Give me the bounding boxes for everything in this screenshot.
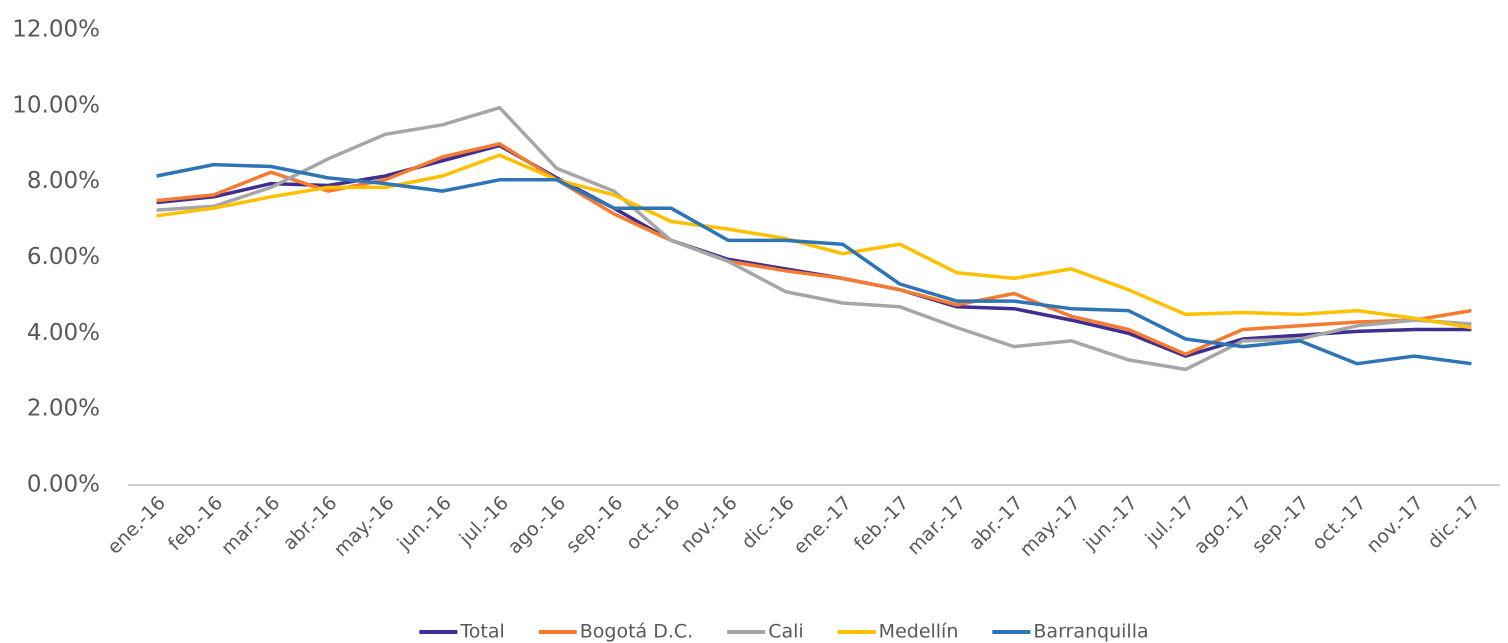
series-line: [156, 105, 1472, 372]
legend-label: Barranquilla: [1033, 621, 1148, 643]
y-tick-label: 4.00%: [27, 320, 100, 346]
x-tick-label: ene.-16: [103, 492, 170, 559]
y-tick-label: 12.00%: [12, 17, 100, 43]
x-tick-label: jun.-17: [1079, 492, 1142, 555]
x-tick-label: mar.-16: [217, 492, 284, 559]
x-tick-label: dic.-17: [1423, 492, 1484, 553]
x-tick-label: may.-16: [330, 492, 399, 561]
series-line: [156, 143, 1472, 358]
y-tick-label: 6.00%: [27, 244, 100, 270]
x-tick-label: sep.-17: [1248, 492, 1314, 558]
x-tick-label: nov.-17: [1362, 492, 1427, 557]
y-tick-label: 10.00%: [12, 92, 100, 118]
series-line: [156, 153, 1472, 330]
series-line: [156, 162, 1472, 366]
x-tick-label: mar.-17: [903, 492, 970, 559]
x-tick-label: sep.-16: [562, 492, 628, 558]
x-tick-label: oct.-16: [622, 492, 685, 555]
x-tick-label: jun.-16: [393, 492, 456, 555]
x-tick-label: may.-17: [1016, 492, 1085, 561]
legend-label: Total: [459, 621, 504, 643]
y-tick-label: 2.00%: [27, 396, 100, 422]
y-tick-label: 8.00%: [27, 168, 100, 194]
legend-label: Cali: [768, 621, 803, 643]
x-tick-label: nov.-16: [676, 492, 741, 557]
x-tick-label: ago.-17: [1190, 492, 1257, 559]
x-tick-label: oct.-17: [1308, 492, 1371, 555]
y-tick-label: 0.00%: [27, 472, 100, 498]
x-tick-label: ago.-16: [504, 492, 571, 559]
series-line: [156, 142, 1472, 356]
x-tick-label: ene.-17: [789, 492, 856, 559]
legend-label: Bogotá D.C.: [580, 621, 693, 643]
legend-label: Medellín: [879, 621, 959, 643]
